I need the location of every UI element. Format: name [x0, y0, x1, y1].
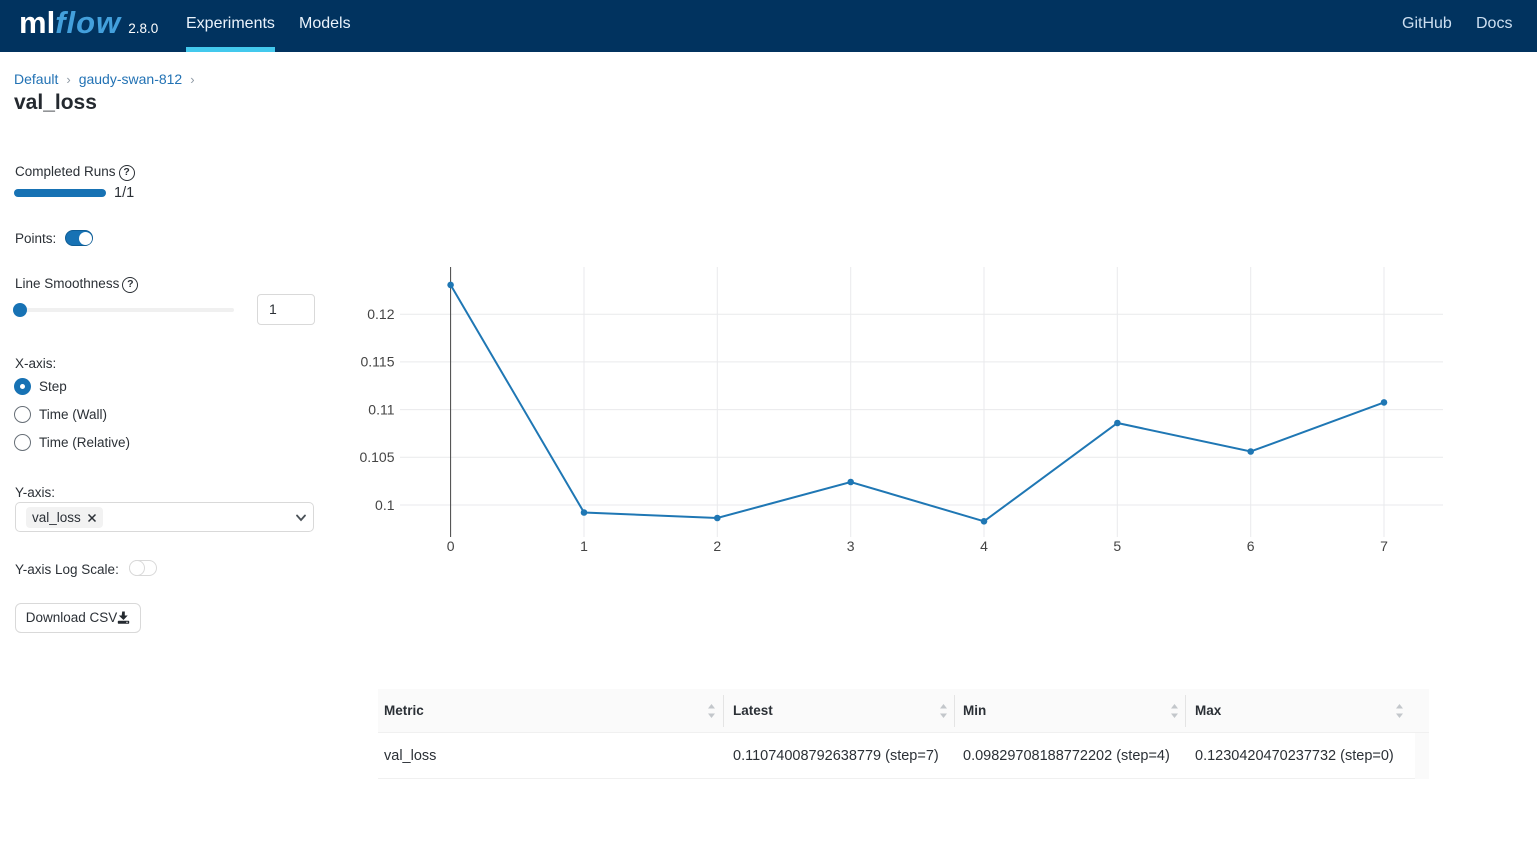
- svg-text:0: 0: [447, 538, 455, 554]
- svg-text:6: 6: [1247, 538, 1255, 554]
- svg-text:3: 3: [847, 538, 855, 554]
- svg-text:4: 4: [980, 538, 988, 554]
- svg-text:0.115: 0.115: [361, 354, 395, 370]
- svg-text:0.11: 0.11: [368, 401, 394, 417]
- svg-text:2: 2: [713, 538, 721, 554]
- svg-text:0.12: 0.12: [367, 306, 394, 322]
- svg-text:1: 1: [580, 538, 588, 554]
- svg-text:5: 5: [1113, 538, 1121, 554]
- svg-text:7: 7: [1380, 538, 1388, 554]
- svg-text:0.1: 0.1: [375, 497, 395, 513]
- svg-text:0.105: 0.105: [359, 449, 394, 465]
